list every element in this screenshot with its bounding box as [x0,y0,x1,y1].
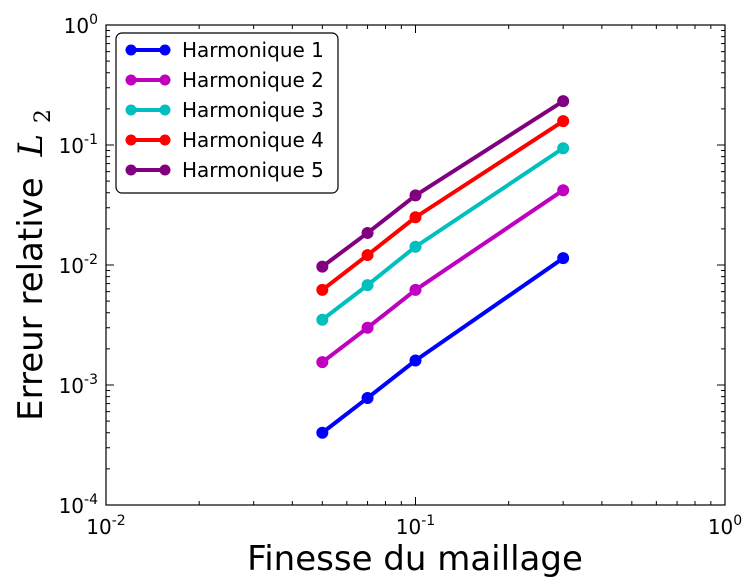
series-point-3 [409,240,422,253]
legend: Harmonique 1 Harmonique 2 Harmonique 3 Harm… [115,32,339,194]
series-point-4 [557,115,570,128]
x-axis-label: Finesse du maillage [247,539,583,579]
series-point-2 [409,283,422,296]
x-tick-label: 100 [708,513,742,539]
series-point-3 [557,142,570,155]
x-tick-label: 10-2 [86,513,125,539]
y-tick-label: 100 [64,12,98,38]
series-point-3 [316,313,329,326]
legend-marker [125,74,137,86]
series-line-2 [321,188,565,364]
series-point-5 [409,189,422,202]
legend-marker [159,74,171,86]
y-tick-label-base: 10 [59,134,84,158]
legend-marker [125,104,137,116]
legend-marker [125,44,137,56]
legend-label: Harmonique 1 [182,38,324,62]
y-tick-label: 10-1 [59,132,98,158]
y-tick-label-exp: -4 [84,492,98,508]
y-axis-label-math-sub: 2 [31,109,56,123]
y-axis-label: Erreur relative L 2 [11,109,56,421]
legend-marker [159,104,171,116]
x-tick-label-exp: 0 [733,513,742,529]
series-point-1 [557,252,570,265]
x-tick-label-base: 10 [708,515,733,539]
legend-label: Harmonique 4 [182,128,324,152]
series-point-2 [557,184,570,197]
x-tick-label-base: 10 [86,515,111,539]
series-point-1 [361,391,374,404]
legend-marker [159,44,171,56]
series-line-5 [321,99,565,269]
y-tick-label-base: 10 [64,14,89,38]
y-tick-label-exp: -3 [84,372,98,388]
series-point-5 [361,226,374,239]
series-line-1 [321,256,565,435]
series-line-3 [321,146,565,322]
x-tick-label-exp: -1 [421,513,435,529]
series-point-5 [316,260,329,273]
x-tick-label-exp: -2 [112,513,126,529]
y-tick-label: 10-2 [59,252,98,278]
legend-label: Harmonique 3 [182,98,324,122]
y-tick-label: 10-3 [59,372,98,398]
series-point-4 [316,283,329,296]
x-axis-ticks: 10-2 10-1 100 [86,25,742,539]
series-point-2 [316,356,329,369]
legend-marker [159,164,171,176]
legend-label: Harmonique 2 [182,68,324,92]
series-point-1 [409,354,422,367]
legend-marker [159,134,171,146]
series-point-1 [316,426,329,439]
series-point-4 [361,249,374,262]
y-tick-label-exp: -1 [84,132,98,148]
y-axis-label-text: Erreur relative [11,177,51,421]
series-layer [316,95,570,439]
y-axis-label-math: L [11,134,51,158]
series-point-3 [361,279,374,292]
series-point-2 [361,321,374,334]
y-tick-label-base: 10 [59,374,84,398]
y-tick-label-base: 10 [59,494,84,518]
y-tick-label-exp: 0 [89,12,98,28]
y-tick-label: 10-4 [59,492,99,518]
legend-label: Harmonique 5 [182,158,324,182]
x-tick-label: 10-1 [396,513,435,539]
y-tick-label-base: 10 [59,254,84,278]
legend-box [115,32,339,194]
legend-marker [125,134,137,146]
series-line-4 [321,119,565,292]
y-tick-label-exp: -2 [84,252,98,268]
legend-marker [125,164,137,176]
series-point-4 [409,211,422,224]
x-tick-label-base: 10 [396,515,421,539]
series-point-5 [557,95,570,108]
